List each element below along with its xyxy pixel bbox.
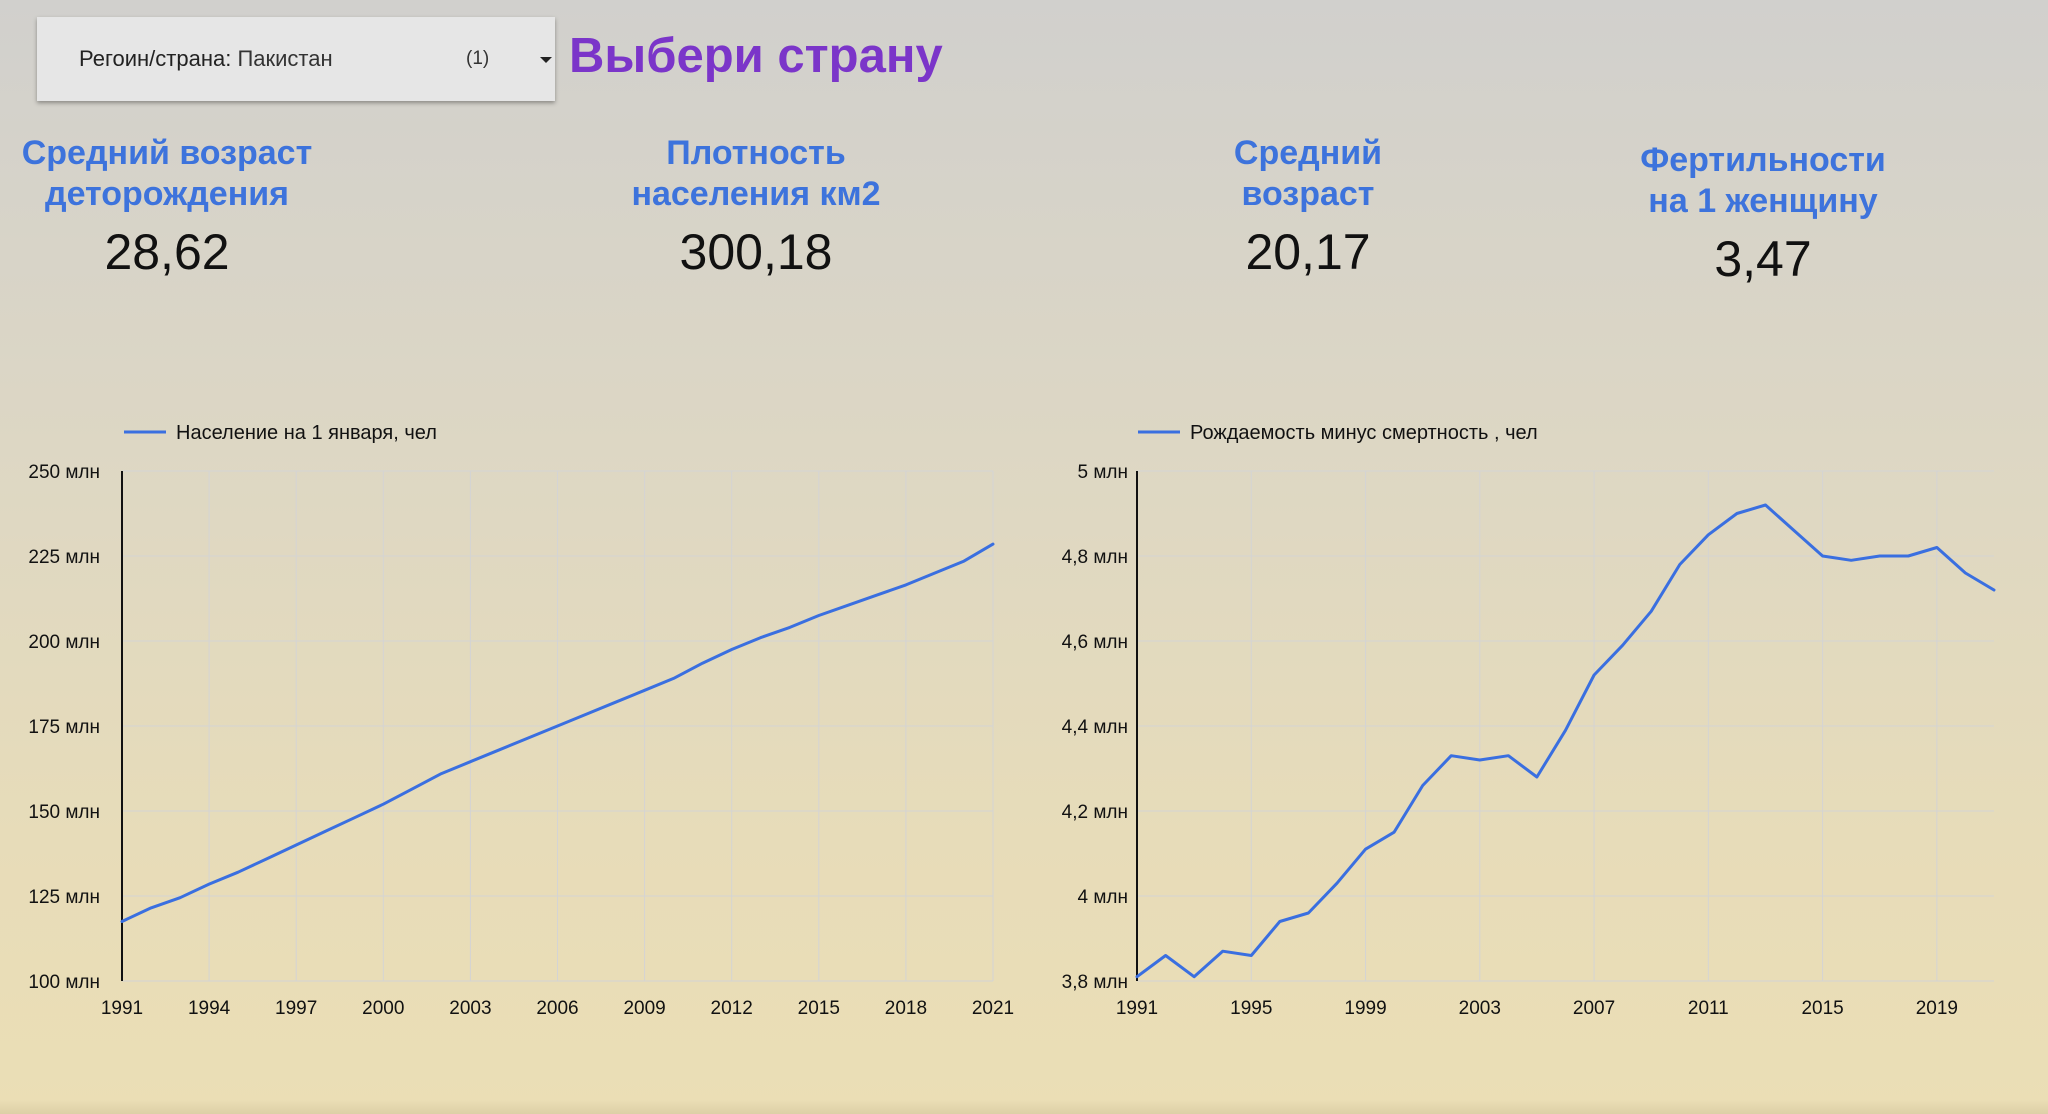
growth-legend-label: Рождаемость минус смертность , чел	[1190, 422, 1538, 444]
population-x-tick-label: 2006	[536, 998, 578, 1019]
kpi-title-line2: возраст	[1241, 175, 1375, 213]
growth-y-tick-label: 4,8 млн	[1062, 547, 1128, 568]
growth-y-tick-label: 4,2 млн	[1062, 802, 1128, 823]
population-series-line	[120, 542, 995, 923]
kpi-value: 3,47	[1714, 231, 1812, 287]
kpi-title-line1: Средний возраст	[21, 134, 313, 172]
population-y-tick-label: 175 млн	[28, 717, 100, 738]
population-x-tick-label: 1994	[188, 998, 231, 1019]
filter-selected-value: Пакистан	[237, 46, 333, 71]
filter-selection-count: (1)	[466, 48, 490, 69]
population-x-tick-label: 2018	[885, 998, 927, 1019]
population-y-tick-label: 200 млн	[28, 632, 100, 653]
growth-y-tick-label: 4 млн	[1078, 887, 1129, 908]
population-x-tick-label: 2003	[449, 998, 491, 1019]
population-y-tick-label: 125 млн	[28, 887, 100, 908]
kpi-title-line2: населения км2	[631, 175, 881, 213]
population-x-tick-label: 1997	[275, 998, 317, 1019]
page-headline: Выбери страну	[569, 29, 943, 83]
population-x-tick-label: 2000	[362, 998, 404, 1019]
population-y-tick-label: 225 млн	[28, 547, 100, 568]
growth-x-tick-label: 1991	[1116, 998, 1158, 1019]
growth-y-tick-label: 5 млн	[1078, 462, 1129, 483]
growth-x-tick-label: 2011	[1688, 998, 1729, 1019]
growth-x-tick-label: 2007	[1573, 998, 1615, 1019]
growth-x-tick-label: 1999	[1344, 998, 1386, 1019]
kpi-value: 20,17	[1245, 224, 1371, 280]
kpi-value: 300,18	[679, 224, 833, 280]
population-x-tick-label: 2021	[972, 998, 1014, 1019]
region-country-filter[interactable]: Регоин/страна: Пакистан (1)	[37, 17, 555, 101]
population-x-tick-label: 1991	[101, 998, 143, 1019]
filter-label-text: Регоин/страна:	[79, 46, 238, 71]
growth-x-tick-label: 2003	[1459, 998, 1501, 1019]
kpi-title-line2: деторождения	[45, 175, 289, 213]
population-y-tick-label: 100 млн	[28, 972, 100, 993]
kpi-value: 28,62	[104, 224, 230, 280]
growth-y-tick-label: 4,6 млн	[1062, 632, 1128, 653]
natural-growth-line-chart: 5 млн 4,8 млн 4,6 млн 4,4 млн 4,2 млн 4 млн 3,…	[1062, 422, 1996, 1019]
population-y-tick-label: 250 млн	[28, 462, 100, 483]
kpi-birth-age: Средний возраст деторождения 28,62	[0, 133, 334, 281]
growth-x-tick-label: 1995	[1230, 998, 1272, 1019]
population-y-tick-label: 150 млн	[28, 802, 100, 823]
population-x-tick-label: 2012	[711, 998, 753, 1019]
page-bottom-shade	[0, 1100, 2048, 1114]
kpi-median-age: Средний возраст 20,17	[1108, 133, 1508, 281]
kpi-title-line2: на 1 женщину	[1648, 182, 1878, 220]
growth-series-line	[1135, 503, 1996, 979]
growth-x-tick-label: 2015	[1801, 998, 1843, 1019]
growth-y-tick-label: 4,4 млн	[1062, 717, 1128, 738]
chevron-down-icon[interactable]	[540, 57, 552, 63]
kpi-fertility: Фертильности на 1 женщину 3,47	[1563, 140, 1963, 288]
population-x-tick-label: 2015	[798, 998, 840, 1019]
population-line-chart: 250 млн 225 млн 200 млн 175 млн 150 млн 125 м…	[28, 422, 1014, 1019]
population-x-tick-label: 2009	[623, 998, 665, 1019]
kpi-population-density: Плотность населения км2 300,18	[556, 133, 956, 281]
kpi-title-line1: Плотность	[666, 134, 846, 172]
population-legend-label: Население на 1 января, чел	[176, 422, 437, 444]
kpi-title-line1: Фертильности	[1640, 141, 1886, 179]
growth-x-tick-label: 2019	[1916, 998, 1958, 1019]
kpi-title-line1: Средний	[1233, 134, 1383, 172]
filter-label: Регоин/страна: Пакистан	[79, 17, 333, 101]
growth-y-tick-label: 3,8 млн	[1062, 972, 1128, 993]
